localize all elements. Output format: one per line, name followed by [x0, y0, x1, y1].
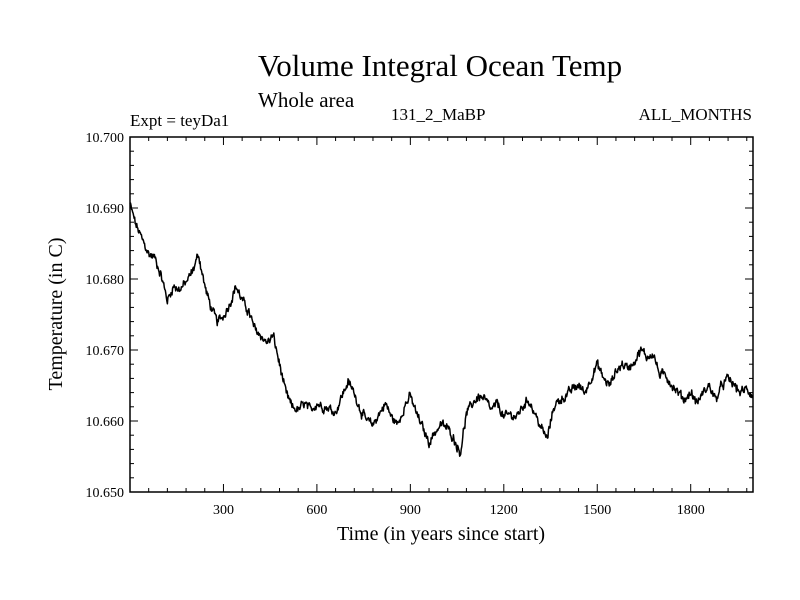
series-line: [129, 202, 754, 457]
y-tick-label: 10.700: [86, 131, 125, 146]
y-tick-label: 10.660: [86, 415, 125, 430]
x-tick-label: 600: [306, 503, 327, 518]
y-axis-label: Temperature (in C): [45, 238, 67, 391]
y-tick-label: 10.690: [86, 202, 125, 217]
chart-title: Volume Integral Ocean Temp: [257, 48, 623, 83]
y-axis: 10.650 10.660 10.670 10.680 10.690 10.700: [86, 131, 753, 501]
series-layer: [129, 202, 754, 457]
y-tick-label: 10.670: [86, 344, 125, 359]
x-tick-label: 1500: [583, 503, 611, 518]
chart-subtitle: Whole area: [258, 88, 355, 112]
plot-frame: [129, 136, 754, 493]
months-label: ALL_MONTHS: [638, 105, 752, 124]
y-tick-label: 10.650: [86, 486, 125, 501]
x-tick-label: 900: [400, 503, 421, 518]
x-tick-label: 300: [213, 503, 234, 518]
experiment-label: Expt = teyDa1: [130, 111, 230, 130]
x-axis-label: Time (in years since start): [337, 523, 545, 545]
x-tick-label: 1200: [490, 503, 518, 518]
x-tick-label: 1800: [677, 503, 705, 518]
y-tick-label: 10.680: [86, 273, 125, 288]
x-axis: 300 600 900 1200 1500 1800: [148, 137, 748, 518]
run-id-label: 131_2_MaBP: [391, 105, 486, 124]
